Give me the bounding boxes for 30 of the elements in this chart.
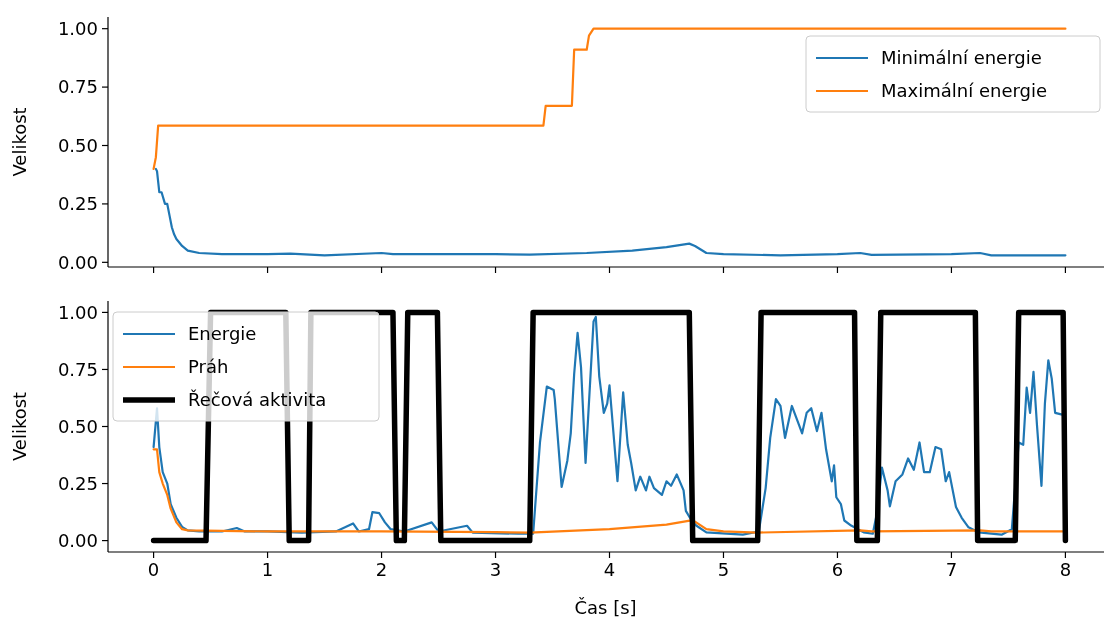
x-tick-label: 7 (945, 559, 958, 580)
y-tick-label: 0.75 (57, 358, 98, 380)
x-tick-label: 8 (1059, 559, 1072, 580)
y-tick-label: 0.25 (57, 472, 98, 494)
y-tick-label: 1.00 (57, 17, 98, 39)
x-tick-label: 0 (147, 559, 160, 580)
x-tick-label: 2 (375, 559, 388, 580)
y-tick-label: 0.00 (57, 529, 98, 551)
y-tick-label: 1.00 (57, 301, 98, 323)
line-series (154, 167, 1067, 257)
y-axis-title: Velikost (9, 107, 30, 177)
legend-label: Minimální energie (881, 47, 1042, 69)
y-tick-label: 0.50 (57, 415, 98, 437)
y-tick-label: 0.00 (57, 251, 98, 273)
x-tick-label: 1 (261, 559, 274, 580)
x-tick-label: 6 (831, 559, 844, 580)
legend-label: Maximální energie (881, 80, 1048, 102)
x-tick-label: 3 (489, 559, 502, 580)
line-series (152, 27, 1067, 170)
y-tick-label: 0.75 (57, 76, 98, 98)
line-series (152, 448, 1066, 534)
legend-label: Řečová aktivita (188, 389, 327, 411)
x-axis-title: Čas [s] (574, 597, 637, 618)
x-tick-label: 4 (603, 559, 616, 580)
y-axis-title: Velikost (9, 391, 30, 462)
legend-label: Práh (188, 356, 229, 378)
x-tick-label: 5 (717, 559, 730, 580)
y-tick-label: 0.25 (57, 193, 98, 215)
legend-label: Energie (188, 323, 257, 345)
y-tick-label: 0.50 (57, 134, 98, 156)
